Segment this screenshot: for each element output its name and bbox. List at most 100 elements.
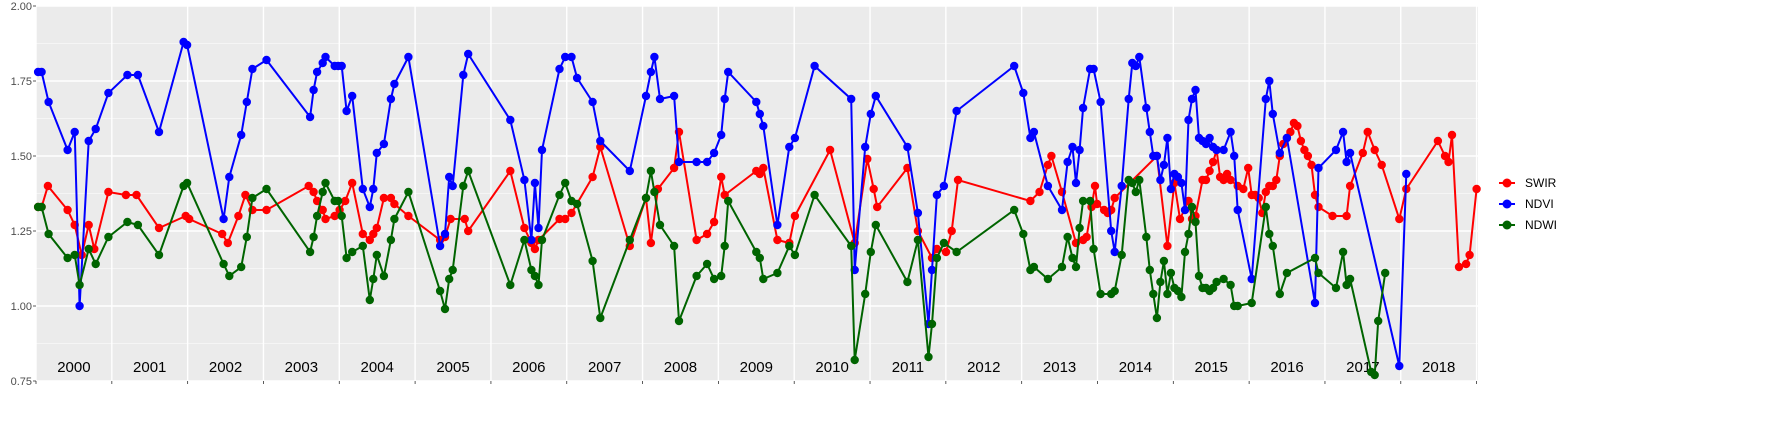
ndwi-point	[1117, 250, 1126, 260]
swir-point	[1314, 202, 1323, 212]
year-label: 2011	[892, 359, 924, 376]
ndvi-point	[104, 88, 113, 98]
year-labels: 2000 2001 2002 2003 2004 2005 2006 2007 2008 2009…	[57, 359, 1455, 376]
swir-point	[154, 223, 164, 233]
ndvi-point	[1226, 127, 1235, 137]
ndwi-point	[1194, 271, 1204, 281]
legend-label: NDWI	[1525, 218, 1557, 232]
legend: SWIR NDVI NDWI	[1499, 176, 1557, 232]
swir-point	[390, 199, 399, 209]
ndvi-point	[1075, 145, 1084, 155]
ndwi-point	[435, 286, 445, 296]
ndwi-point	[1184, 229, 1193, 239]
ndvi-point	[520, 175, 529, 185]
year-label: 2004	[361, 359, 394, 376]
ndwi-point	[1085, 196, 1095, 206]
swir-point	[947, 226, 956, 236]
ndvi-point	[1096, 97, 1105, 107]
ndwi-point	[720, 241, 729, 251]
year-label: 2013	[1043, 359, 1076, 376]
ndvi-point	[534, 223, 543, 233]
ndvi-point	[1265, 76, 1274, 86]
ndwi-point	[440, 304, 450, 314]
legend-key-point	[1502, 199, 1512, 209]
ndvi-point	[1261, 94, 1271, 104]
swir-point	[596, 142, 605, 152]
ndwi-point	[641, 193, 651, 203]
y-tick-label: 1.25	[11, 226, 32, 238]
swir-point	[588, 172, 597, 182]
ndvi-point	[527, 235, 536, 245]
swir-point	[372, 223, 381, 233]
legend-item-swir: SWIR	[1499, 176, 1557, 190]
swir-point	[1239, 184, 1248, 194]
ndwi-point	[1261, 202, 1271, 212]
ndwi-point	[44, 229, 53, 239]
ndwi-point	[1152, 313, 1162, 323]
ndvi-point	[445, 172, 454, 182]
ndwi-point	[871, 220, 880, 230]
ndvi-point	[939, 181, 949, 191]
year-label: 2000	[57, 359, 90, 376]
ndvi-point	[1110, 247, 1119, 257]
ndvi-point	[309, 85, 318, 95]
ndvi-point	[1163, 133, 1172, 143]
year-label: 2002	[209, 359, 242, 376]
legend-label: NDVI	[1525, 197, 1554, 211]
swir-point	[561, 214, 570, 224]
ndwi-point	[1191, 217, 1200, 227]
swir-point	[104, 187, 113, 197]
ndvi-point	[75, 301, 84, 311]
ndwi-point	[709, 274, 719, 284]
ndvi-point	[262, 55, 271, 65]
ndwi-point	[1163, 289, 1172, 299]
ndvi-point	[91, 124, 100, 134]
ndvi-point	[561, 52, 570, 62]
ndwi-point	[1029, 262, 1039, 272]
ndwi-point	[810, 190, 819, 200]
year-label: 2008	[664, 359, 697, 376]
ndwi-point	[248, 193, 257, 203]
ndwi-point	[104, 232, 113, 242]
y-tick-label: 0.75	[11, 376, 32, 388]
ndwi-point	[225, 271, 234, 281]
year-label: 2014	[1119, 359, 1152, 376]
ndwi-point	[755, 253, 764, 263]
ndwi-point	[309, 232, 318, 242]
ndwi-point	[847, 241, 856, 251]
ndvi-point	[312, 67, 322, 77]
ndvi-point	[530, 178, 540, 188]
ndwi-point	[650, 187, 659, 197]
swir-point	[358, 229, 367, 239]
ndwi-point	[596, 313, 605, 323]
swir-point	[717, 172, 726, 182]
y-axis: 0.75 1.00 1.25 1.50 1.75 2.00	[11, 1, 36, 388]
ndwi-point	[773, 268, 782, 278]
ndwi-point	[952, 247, 961, 257]
ndwi-point	[555, 190, 564, 200]
ndwi-point	[334, 196, 343, 206]
ndwi-point	[530, 271, 540, 281]
ndvi-point	[506, 115, 515, 125]
ndvi-point	[692, 157, 701, 167]
swir-point	[1307, 160, 1316, 170]
ndwi-point	[1275, 289, 1285, 299]
ndwi-point	[1381, 268, 1390, 278]
ndwi-point	[932, 253, 942, 263]
ndwi-point	[588, 256, 597, 266]
swir-point	[759, 163, 768, 173]
ndvi-point	[1043, 181, 1053, 191]
ndvi-point	[225, 172, 234, 182]
ndvi-point	[237, 130, 246, 140]
ndwi-point	[75, 280, 84, 290]
ndwi-point	[337, 211, 346, 221]
series-ndvi	[33, 37, 1411, 371]
ndvi-point	[752, 97, 761, 107]
ndwi-point	[1219, 274, 1228, 284]
ndwi-point	[520, 235, 529, 245]
ndwi-point	[1233, 301, 1242, 311]
ndwi-point	[561, 178, 570, 188]
ndwi-point	[305, 247, 315, 257]
swir-point	[1035, 187, 1044, 197]
swir-point	[1472, 184, 1481, 194]
